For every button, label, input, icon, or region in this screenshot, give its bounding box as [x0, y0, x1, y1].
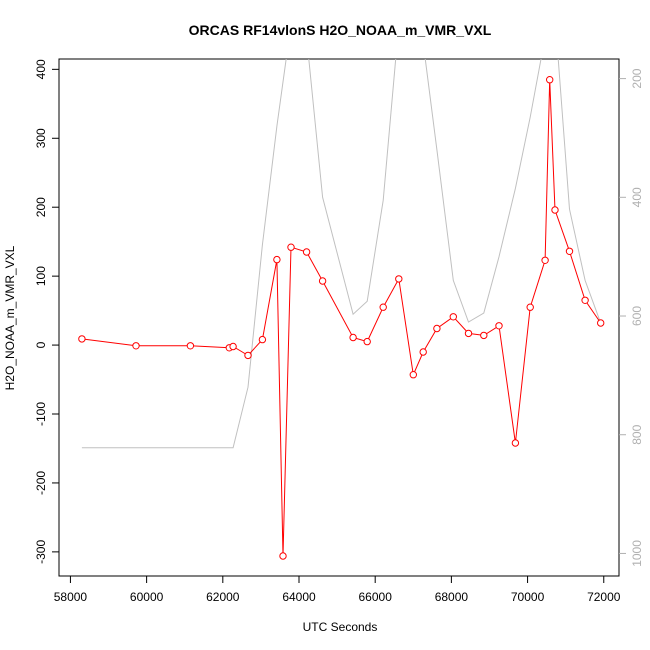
data-point: [464, 329, 473, 338]
data-point: [526, 303, 534, 311]
data-point: [186, 342, 195, 350]
data-point: [565, 247, 574, 256]
data-point: [546, 76, 554, 84]
data-point: [480, 331, 488, 340]
y-tick-label: 300: [34, 128, 48, 148]
y-tick-label: -100: [34, 402, 48, 426]
y-axis: -300 -200 -100 0 100 200 300 400: [34, 59, 59, 564]
data-point: [78, 335, 86, 343]
x-axis: 58000 60000 62000 64000 66000 68000 70000 72000: [54, 575, 621, 604]
y-tick-label: -200: [34, 471, 48, 495]
data-point: [258, 335, 267, 344]
data-point: [395, 275, 403, 283]
chart-title: ORCAS RF14vlonS H2O_NOAA_m_VMR_VXL: [189, 22, 492, 38]
right-y-tick-label: 400: [630, 187, 644, 207]
data-point: [409, 371, 417, 379]
data-point: [229, 342, 237, 351]
plot-frame: [58, 58, 620, 577]
data-point: [302, 248, 311, 256]
data-point: [581, 296, 589, 304]
x-axis-label: UTC Seconds: [303, 620, 378, 634]
series-layer: [78, 59, 605, 560]
right-y-axis: 200 400 600 800 1000: [619, 68, 644, 567]
x-tick-label: 66000: [359, 590, 393, 604]
data-point: [379, 303, 387, 311]
y-axis-label: H2O_NOAA_m_VMR_VXL: [3, 245, 17, 390]
data-point: [541, 256, 549, 264]
data-point: [318, 277, 327, 285]
series-line-right: [81, 59, 602, 449]
data-point: [495, 322, 503, 330]
data-point: [419, 348, 427, 356]
data-point: [349, 333, 357, 342]
data-point: [597, 319, 605, 327]
x-tick-label: 70000: [511, 590, 545, 604]
data-point: [132, 342, 140, 350]
right-y-tick-label: 600: [630, 306, 644, 326]
data-point: [449, 313, 457, 321]
x-tick-label: 58000: [54, 590, 88, 604]
data-point: [511, 439, 520, 447]
data-point: [433, 324, 441, 333]
right-y-tick-label: 200: [630, 68, 644, 88]
y-tick-label: 400: [34, 59, 48, 79]
data-point: [363, 337, 371, 346]
x-tick-label: 62000: [206, 590, 240, 604]
x-tick-label: 68000: [435, 590, 469, 604]
right-y-tick-label: 1000: [630, 540, 644, 567]
x-tick-label: 72000: [587, 590, 621, 604]
y-tick-label: -300: [34, 540, 48, 564]
y-tick-label: 0: [34, 341, 48, 348]
data-point: [279, 552, 287, 560]
y-tick-label: 100: [34, 266, 48, 286]
y-tick-label: 200: [34, 197, 48, 217]
data-point: [244, 351, 252, 360]
right-y-tick-label: 800: [630, 424, 644, 444]
data-point: [551, 206, 559, 214]
x-tick-label: 64000: [282, 590, 316, 604]
x-tick-label: 60000: [130, 590, 164, 604]
data-point: [273, 255, 281, 264]
data-point: [287, 243, 295, 251]
